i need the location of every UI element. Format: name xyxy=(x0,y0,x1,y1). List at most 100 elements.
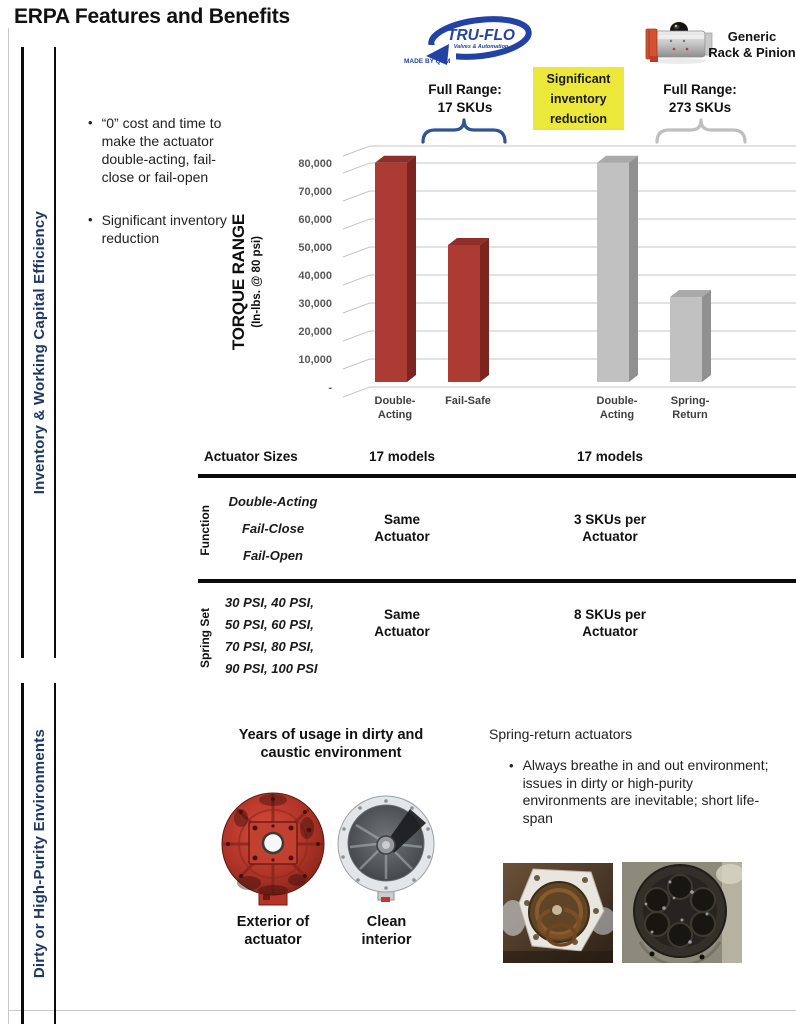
actuator-body xyxy=(654,30,706,58)
truflo-madeby: MADE BY QSM xyxy=(404,58,450,65)
sidebar-rule-thin-1 xyxy=(54,47,56,658)
torque-range-chart: 80,000 70,000 60,000 50,000 40,000 30,000 20,0… xyxy=(298,145,796,421)
chart-y-axis-title: TORQUE RANGE (In-lbs. @ 80 psi) xyxy=(222,168,270,396)
grid-line xyxy=(342,302,796,314)
sidebar-section-environments: Dirty or High-Purity Environments xyxy=(24,683,54,1024)
y-tick-label: 10,000 xyxy=(298,354,332,366)
generic-brace-icon xyxy=(655,118,747,144)
bar xyxy=(448,245,480,382)
table-row-spring-set: Spring Set xyxy=(197,607,212,668)
y-tick-label: 50,000 xyxy=(298,242,332,254)
table-spring-truflo: Same Actuator xyxy=(374,607,430,639)
spring-return-bullet: • Always breathe in and out environment;… xyxy=(509,757,781,827)
actuator-end-cap xyxy=(645,28,658,60)
bar xyxy=(375,162,407,382)
table-spring-generic: 8 SKUs per Actuator xyxy=(573,607,647,639)
truflo-brace-icon xyxy=(421,118,507,144)
grid-line xyxy=(342,386,796,398)
bar-side-face xyxy=(702,290,711,382)
x-category-label: Double- xyxy=(597,395,638,407)
spring-set-items: 30 PSI, 40 PSI, 50 PSI, 60 PSI, 70 PSI, … xyxy=(225,595,318,676)
table-size-truflo: 17 models xyxy=(368,449,436,464)
truflo-wordmark: TRU-FLO xyxy=(447,27,515,44)
grid-line xyxy=(342,218,796,230)
sidebar-rule-thin-2 xyxy=(54,683,56,1024)
grid-line xyxy=(342,246,796,258)
function-item-2: Fail-Close xyxy=(241,521,305,536)
y-tick-label: - xyxy=(328,382,332,394)
grid-line xyxy=(342,145,796,157)
table-function-truflo: Same Actuator xyxy=(374,512,430,544)
spring-return-heading: Spring-return actuators xyxy=(489,726,633,742)
bar-side-face xyxy=(407,155,416,382)
exterior-caption: Exterior of actuator xyxy=(236,914,310,948)
intro-bullet-2: • Significant inventory reduction xyxy=(88,211,268,247)
torque-range-units-label: (In-lbs. @ 80 psi) xyxy=(251,236,263,328)
bar xyxy=(670,297,702,382)
truflo-arrow-icon xyxy=(426,44,449,65)
rusty-spring-coil xyxy=(535,888,583,936)
dirty-usage-heading: Years of usage in dirty and caustic envi… xyxy=(238,727,424,761)
bar-top-face xyxy=(670,290,711,298)
table-size-generic: 17 models xyxy=(576,449,644,464)
y-tick-label: 20,000 xyxy=(298,326,332,338)
grid-line xyxy=(342,190,796,202)
page-bottom-rule xyxy=(8,1010,796,1011)
x-category-label: Fail-Safe xyxy=(445,395,491,407)
y-tick-label: 30,000 xyxy=(298,298,332,310)
rusty-actuator-photo xyxy=(503,863,613,963)
bullet-dot-icon: • xyxy=(88,115,93,130)
sidebar-section-1-label: Inventory & Working Capital Efficiency xyxy=(30,210,48,495)
greasy-actuator-photo xyxy=(622,862,742,963)
y-tick-label: 40,000 xyxy=(298,270,332,282)
page-left-rule xyxy=(8,28,9,1024)
actuator-clean-interior-image xyxy=(337,795,435,902)
intro-bullet-2-text: Significant inventory reduction xyxy=(101,212,227,246)
grid-line xyxy=(342,330,796,342)
spring-return-bullet-text: Always breathe in and out environment; i… xyxy=(522,757,769,826)
bar-top-face xyxy=(375,155,416,163)
page-title: ERPA Features and Benefits xyxy=(14,5,291,28)
x-category-label: Spring- xyxy=(671,395,710,407)
generic-range-callout: Full Range: 273 SKUs xyxy=(663,82,737,115)
bar-side-face xyxy=(480,238,489,382)
x-category-label: Acting xyxy=(600,409,634,421)
table-rule-1 xyxy=(198,474,796,478)
generic-actuator-image xyxy=(645,22,713,64)
interior-arm xyxy=(386,809,426,853)
grid-line xyxy=(342,358,796,370)
truflo-logo: TRU-FLO Valves & Automation MADE BY QSM xyxy=(404,16,532,65)
table-row-function: Function xyxy=(197,504,212,556)
x-category-label: Return xyxy=(672,409,708,421)
x-category-label: Acting xyxy=(378,409,412,421)
grid-line xyxy=(342,162,796,174)
y-tick-label: 80,000 xyxy=(298,158,332,170)
bar-top-face xyxy=(448,238,489,245)
bar xyxy=(597,162,629,382)
truflo-swoosh xyxy=(428,16,532,60)
highlight-inventory-reduction: Significant inventory reduction xyxy=(533,67,624,130)
intro-bullet-1-text: “0” cost and time to make the actuator d… xyxy=(101,115,222,185)
greasy-springs xyxy=(644,874,716,948)
sidebar-rule-thick-2 xyxy=(21,683,24,1024)
bullet-dot-icon: • xyxy=(88,212,93,227)
bar-side-face xyxy=(629,155,638,382)
truflo-range-callout: Full Range: 17 SKUs xyxy=(428,82,502,115)
sidebar-section-2-label: Dirty or High-Purity Environments xyxy=(30,728,48,979)
table-header-actuator-sizes: Actuator Sizes xyxy=(204,449,298,464)
grid-line xyxy=(342,274,796,286)
function-item-3: Fail-Open xyxy=(243,548,303,563)
sidebar-section-inventory: Inventory & Working Capital Efficiency xyxy=(24,47,54,658)
table-function-generic: 3 SKUs per Actuator xyxy=(573,512,647,544)
y-tick-label: 70,000 xyxy=(298,186,332,198)
intro-bullet-1: • “0” cost and time to make the actuator… xyxy=(88,114,268,186)
center-bore xyxy=(261,831,285,855)
y-tick-label: 60,000 xyxy=(298,214,332,226)
actuator-exterior-image xyxy=(221,792,325,906)
bar-top-face xyxy=(597,155,638,163)
bullet-dot-icon: • xyxy=(509,758,514,773)
interior-caption: Clean interior xyxy=(361,914,412,948)
torque-range-label: TORQUE RANGE xyxy=(229,213,248,351)
generic-actuator-label: Generic Rack & Pinion xyxy=(708,29,796,60)
